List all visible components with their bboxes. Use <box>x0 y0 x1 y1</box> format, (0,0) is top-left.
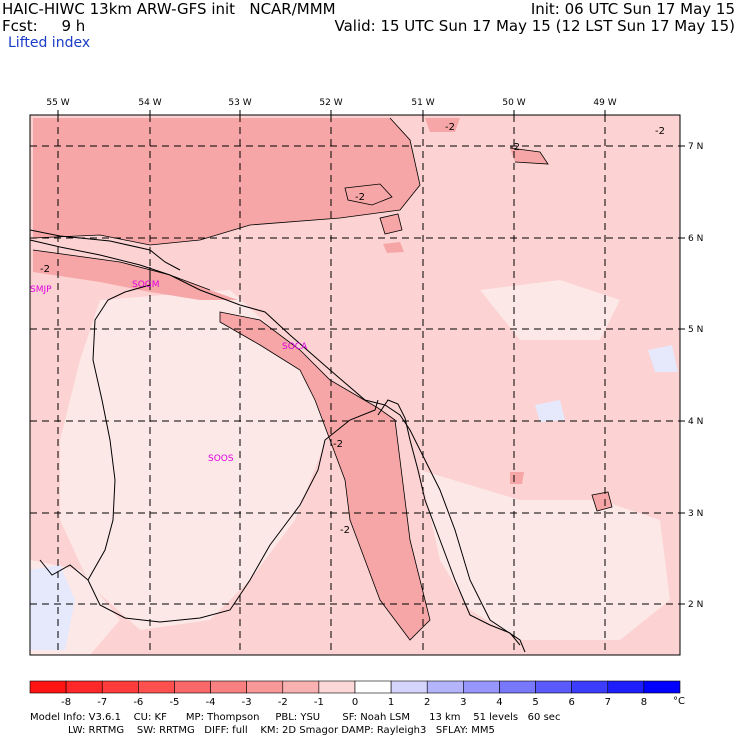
colorbar-swatch <box>643 680 681 694</box>
lat-label-7n: 7 N <box>688 142 703 152</box>
colorbar-tick-label: 2 <box>424 697 430 708</box>
lon-label-50w: 50 W <box>502 98 525 108</box>
colorbar-tick-label: 4 <box>496 697 502 708</box>
colorbar-swatch <box>571 680 609 694</box>
frame-ticks <box>57 110 685 605</box>
colorbar-swatch <box>246 680 284 694</box>
lat-label-2n: 2 N <box>688 600 703 610</box>
colorbar-swatch <box>318 680 356 694</box>
colorbar-tick-label: -2 <box>278 697 288 708</box>
contour-label: -2 <box>445 122 455 133</box>
colorbar-swatch <box>174 680 211 694</box>
valid-time: Valid: 15 UTC Sun 17 May 15 (12 LST Sun … <box>334 17 735 35</box>
colorbar-tick-label: 1 <box>388 697 394 708</box>
colorbar-tick-label: -3 <box>242 697 252 708</box>
colorbar-swatch <box>65 680 103 694</box>
lat-label-6n: 6 N <box>688 234 703 244</box>
blue-patches <box>30 345 678 650</box>
colorbar-tick-label: -1 <box>314 697 324 708</box>
map-frame <box>29 114 681 656</box>
lon-label-52w: 52 W <box>319 98 342 108</box>
colorbar-tick-label: -6 <box>133 697 143 708</box>
model-title: HAIC-HIWC 13km ARW-GFS init NCAR/MMM <box>2 0 336 18</box>
dark-regions <box>33 118 612 640</box>
colorbar-unit: °C <box>673 696 685 707</box>
colorbar-tick-label: 8 <box>641 697 647 708</box>
contour-label: -2 <box>510 142 520 153</box>
model-info-line2: LW: RRTMG SW: RRTMG DIFF: full KM: 2D Sm… <box>68 725 495 736</box>
colorbar-swatch <box>354 680 392 694</box>
model-info-line1: Model Info: V3.6.1 CU: KF MP: Thompson P… <box>30 712 561 723</box>
station-sogm: SOGM <box>132 280 160 290</box>
lon-label-54w: 54 W <box>138 98 161 108</box>
lat-label-3n: 3 N <box>688 509 703 519</box>
colorbar-swatch <box>426 680 464 694</box>
station-soos: SOOS <box>208 454 234 464</box>
colorbar-swatch <box>499 680 536 694</box>
contours <box>32 117 613 641</box>
grid-lines <box>30 115 680 655</box>
contour-label: -2 <box>333 439 343 450</box>
colorbar-swatch <box>282 680 320 694</box>
colorbar-swatch <box>210 680 247 694</box>
colorbar-swatch <box>535 680 572 694</box>
colorbar-swatch <box>29 680 67 694</box>
colorbar-tick-label: 0 <box>352 697 358 708</box>
colorbar-swatch <box>101 680 139 694</box>
colorbar-tick-label: 6 <box>568 697 574 708</box>
lon-label-49w: 49 W <box>593 98 616 108</box>
contour-label: -2 <box>40 264 50 275</box>
station-smjp: SMJP <box>30 285 52 295</box>
station-soca: SOCA <box>282 342 308 352</box>
lat-label-5n: 5 N <box>688 325 703 335</box>
colorbar-tick-label: -8 <box>61 697 71 708</box>
field-name: Lifted index <box>8 35 91 51</box>
forecast-hour: Fcst: 9 h <box>2 17 86 35</box>
colorbar-swatch <box>138 680 175 694</box>
colorbar-swatch <box>390 680 428 694</box>
colorbar-tick-label: 7 <box>605 697 611 708</box>
colorbar-swatch <box>607 680 645 694</box>
contour-label: -2 <box>355 192 365 203</box>
colorbar: -8 -7 -6 -5 -4 -3 -2 -1 0 1 2 3 4 5 6 7 8 <box>29 680 681 708</box>
colorbar-tick-label: 5 <box>532 697 538 708</box>
lon-label-53w: 53 W <box>228 98 251 108</box>
lon-label-51w: 51 W <box>411 98 434 108</box>
colorbar-tick-label: 3 <box>460 697 466 708</box>
colorbar-swatch <box>463 680 500 694</box>
contour-label: -2 <box>340 525 350 536</box>
lat-label-4n: 4 N <box>688 417 703 427</box>
colorbar-tick-label: -5 <box>169 697 179 708</box>
colorbar-tick-label: -4 <box>206 697 216 708</box>
init-time: Init: 06 UTC Sun 17 May 15 <box>530 0 735 18</box>
lon-label-55w: 55 W <box>46 98 69 108</box>
colorbar-tick-label: -7 <box>97 697 107 708</box>
contour-label: -2 <box>655 126 665 137</box>
